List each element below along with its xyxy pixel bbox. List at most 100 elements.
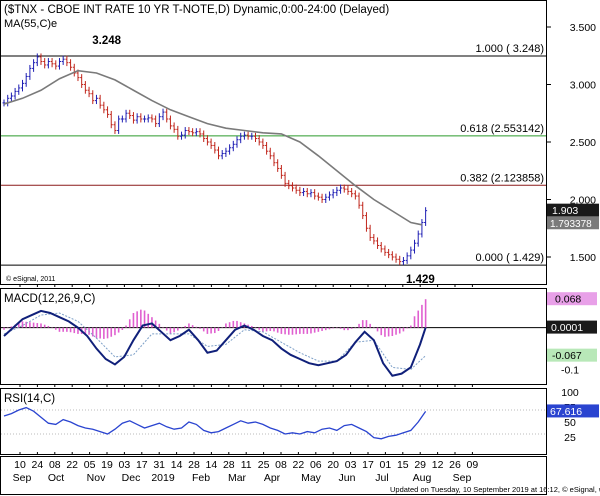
macd-hist-bar xyxy=(258,327,260,330)
price-ytick-label: 1.500 xyxy=(570,252,596,264)
macd-hist-bar xyxy=(313,327,316,333)
x-axis-layer: 10 24 08 22 05 19 03 17 31 14 28 14 28 11 25 08 22 06 20 03… xyxy=(13,284,478,484)
macd-hist-bar xyxy=(299,327,301,334)
macd-hist-bar xyxy=(347,327,349,331)
rsi-layer: RSI(14,C)25507510067.616 xyxy=(1,387,599,444)
macd-hist-bar xyxy=(21,321,24,328)
macd-hist-bar xyxy=(202,327,205,332)
x-month-label: Aug xyxy=(413,472,432,484)
ma-55-line xyxy=(3,69,423,226)
macd-tag-text: 0.0001 xyxy=(551,322,583,334)
fib-100-label: 1.000 ( 3.248) xyxy=(476,43,545,55)
x-day-label: 14 xyxy=(171,459,183,471)
x-month-label: Apr xyxy=(264,472,281,484)
copyright-note: © eSignal, 2011 xyxy=(6,275,56,283)
price-ytick-label: 3.000 xyxy=(570,80,596,92)
macd-hist-bar xyxy=(180,327,183,329)
macd-hist-bar xyxy=(99,327,101,339)
macd-hist-bar xyxy=(306,327,309,334)
macd-hist-bar xyxy=(214,327,216,334)
x-month-label: 2019 xyxy=(151,472,175,484)
macd-hist-bar xyxy=(421,304,423,328)
macd-hist-bar xyxy=(3,327,5,330)
x-day-label: 03 xyxy=(119,459,131,471)
macd-hist-bar xyxy=(354,327,357,329)
macd-tag-box xyxy=(547,320,597,334)
macd-hist-bar xyxy=(206,327,209,334)
macd-hist-bar xyxy=(162,327,164,328)
macd-hist-bar xyxy=(29,322,31,328)
macd-hist-bar xyxy=(210,327,212,334)
macd-hist-bar xyxy=(40,323,42,328)
macd-ytick-label: -0.1 xyxy=(561,364,579,376)
x-day-label: 05 xyxy=(84,459,96,471)
x-day-label: 01 xyxy=(380,459,392,471)
macd-hist-bar xyxy=(239,322,242,328)
x-day-label: 08 xyxy=(275,459,287,471)
macd-hist-bar xyxy=(32,322,35,328)
macd-hist-bar xyxy=(361,320,364,328)
macd-hist-bar xyxy=(265,327,268,332)
macd-panel-frame xyxy=(0,288,547,385)
macd-hist-bar xyxy=(236,320,238,328)
x-day-label: 06 xyxy=(310,459,322,471)
macd-hist-bar xyxy=(165,327,168,331)
macd-hist-bar xyxy=(17,323,20,328)
macd-hist-bar xyxy=(62,327,64,332)
price-panel-frame xyxy=(0,0,547,285)
macd-hist-bar xyxy=(232,320,235,328)
macd-hist-bar xyxy=(25,321,27,328)
macd-hist-bar xyxy=(191,325,194,328)
signal-tag-text: -0.067 xyxy=(552,350,582,362)
macd-hist-bar xyxy=(391,327,394,336)
x-month-label: Feb xyxy=(192,472,210,484)
macd-hist-bar xyxy=(6,327,9,329)
macd-hist-bar xyxy=(106,327,109,339)
hist-tag-box xyxy=(547,292,597,306)
macd-hist-bar xyxy=(280,327,283,334)
macd-hist-bar xyxy=(132,313,135,328)
macd-hist-bar xyxy=(324,327,327,331)
macd-hist-bar xyxy=(387,327,390,337)
macd-hist-bar xyxy=(188,323,190,328)
x-day-label: 28 xyxy=(188,459,200,471)
fib-618-label: 0.618 (2.553142) xyxy=(460,123,544,135)
x-day-label: 10 xyxy=(14,459,26,471)
macd-hist-bar xyxy=(398,327,401,334)
macd-hist-bar xyxy=(10,326,13,328)
macd-hist-bar xyxy=(302,327,305,334)
macd-hist-bar xyxy=(154,320,157,328)
price-ytick-label: 2.500 xyxy=(570,137,596,149)
macd-hist-bar xyxy=(284,327,286,335)
macd-hist-bar xyxy=(225,323,227,328)
macd-hist-bar xyxy=(169,327,172,334)
x-day-label: 03 xyxy=(345,459,357,471)
macd-hist-bar xyxy=(54,327,57,330)
macd-hist-bar xyxy=(114,327,116,336)
x-month-label: Dec xyxy=(122,472,141,484)
macd-hist-bar xyxy=(321,327,323,331)
macd-hist-bar xyxy=(147,313,150,328)
macd-hist-bar xyxy=(291,327,294,335)
macd-hist-bar xyxy=(402,327,405,332)
x-day-label: 12 xyxy=(432,459,444,471)
macd-hist-bar xyxy=(269,327,272,331)
x-day-label: 31 xyxy=(153,459,165,471)
macd-hist-bar xyxy=(69,327,72,333)
macd-hist-bar xyxy=(317,327,320,332)
macd-hist-bar xyxy=(250,325,253,328)
x-day-label: 08 xyxy=(49,459,61,471)
x-day-label: 29 xyxy=(414,459,426,471)
rsi-panel-frame xyxy=(0,388,547,455)
macd-hist-bar xyxy=(384,327,386,337)
macd-hist-bar xyxy=(121,327,124,330)
macd-hist-bar xyxy=(110,327,113,337)
x-day-label: 20 xyxy=(327,459,339,471)
macd-hist-bar xyxy=(413,316,416,328)
rsi-ytick-label: 25 xyxy=(564,432,576,444)
macd-hist-bar xyxy=(376,327,379,332)
macd-hist-bar xyxy=(358,323,360,328)
macd-hist-bar xyxy=(158,323,161,328)
macd-hist-bar xyxy=(424,299,427,328)
